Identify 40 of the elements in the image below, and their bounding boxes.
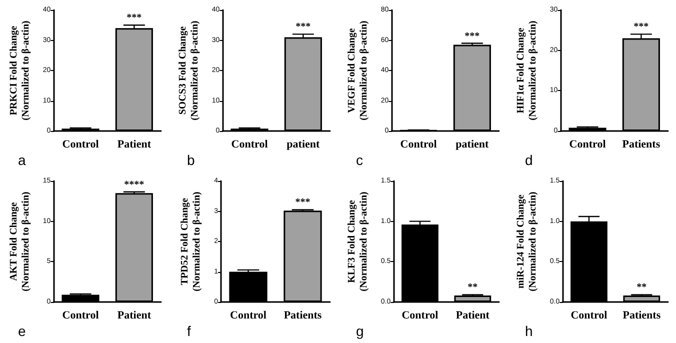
x-tick-label: Patient xyxy=(456,310,490,322)
y-axis-title: KLF3 Fold Change (Normalized to β-actin) xyxy=(346,192,370,292)
x-tick-label: Patient xyxy=(117,310,152,322)
annotation: **** xyxy=(124,179,144,190)
x-tick-label: patient xyxy=(456,138,490,150)
text: h xyxy=(525,323,533,339)
x-tick-label: Control xyxy=(231,138,268,150)
x-tick-label: Control xyxy=(570,310,608,322)
text: f xyxy=(187,323,191,339)
x-tick-label: Control xyxy=(230,310,266,322)
annotation: ** xyxy=(636,282,647,294)
text: g xyxy=(356,323,364,339)
y-axis-title: TPD52 Fold Change (Normalized to β-actin) xyxy=(180,192,203,292)
annotation: *** xyxy=(464,30,480,42)
y-axis-title: AKT Fold Change (Normalized to β-actin) xyxy=(8,192,32,292)
x-tick-label: Control xyxy=(62,138,99,150)
text: a xyxy=(18,152,26,168)
annotation: *** xyxy=(296,22,311,33)
text: e xyxy=(18,323,26,339)
annotation: *** xyxy=(126,12,142,24)
x-tick-label: Patient xyxy=(117,138,152,150)
y-axis-title: PRKCI Fold Change (Normalized to β-actin) xyxy=(8,20,32,120)
x-tick-label: Control xyxy=(569,138,606,150)
x-tick-label: patient xyxy=(286,138,320,150)
annotation: *** xyxy=(634,22,649,33)
y-axis-title: HIF1α Fold Change (Normalized to β-actin) xyxy=(516,20,538,120)
x-tick-label: Control xyxy=(400,138,437,150)
x-tick-label: Patients xyxy=(622,310,662,322)
x-tick-label: Patients xyxy=(622,138,661,150)
annotation: ** xyxy=(468,282,478,294)
x-tick-label: Control xyxy=(62,310,99,322)
text: c xyxy=(356,152,363,168)
y-axis-title: SOCS3 Fold Change (Normalized to β-actin) xyxy=(178,20,200,120)
annotation: *** xyxy=(295,197,310,208)
x-tick-label: Control xyxy=(402,310,438,322)
x-tick-label: Patients xyxy=(284,310,322,322)
text: b xyxy=(187,152,195,168)
y-axis-title: miR-124 Fold Change (Normalized to β-actin) xyxy=(516,192,538,292)
y-axis-title: VEGF Fold Change (Normalized to β-actin) xyxy=(346,20,370,120)
text: d xyxy=(525,152,533,168)
